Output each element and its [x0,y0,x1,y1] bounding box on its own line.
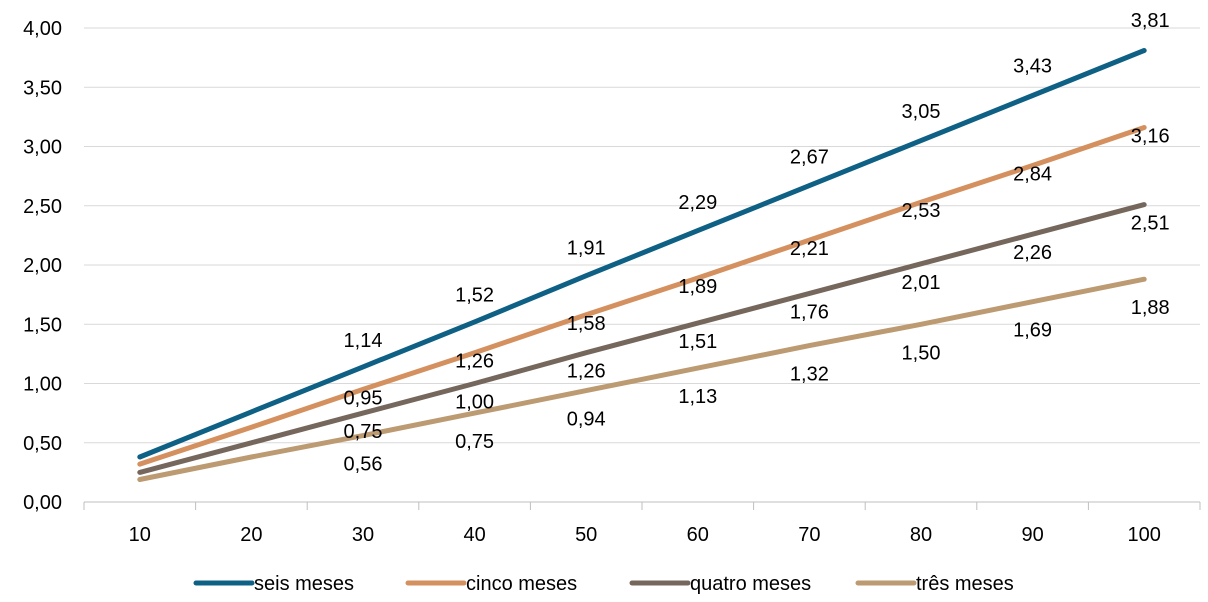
y-tick-label: 2,00 [23,255,62,277]
data-label: 3,81 [1131,10,1170,32]
legend-label: cinco meses [466,573,577,595]
data-label: 2,53 [902,200,941,222]
data-label: 1,88 [1131,297,1170,319]
gridlines [84,27,1200,503]
data-label: 0,75 [455,431,494,453]
legend-label: quatro meses [690,573,811,595]
data-label: 1,32 [790,364,829,386]
y-tick-label: 1,50 [23,314,62,336]
series-lines [137,48,1147,482]
data-labels: 1,14 1,52 1,91 2,29 2,67 3,05 3,43 3,81 0,95 1,26… [344,10,1170,476]
y-axis: 0,00 0,50 1,00 1,50 2,00 2,50 3,00 3,50 4,00 [23,18,62,514]
y-tick-label: 3,50 [23,77,62,99]
data-label: 2,84 [1013,163,1052,185]
data-label: 1,58 [567,313,606,335]
series-line-3 [137,276,1147,482]
data-label: 3,43 [1013,56,1052,78]
data-label: 0,95 [344,387,383,409]
x-tick-label: 10 [129,524,151,546]
x-tick-label: 80 [910,524,932,546]
data-label: 0,56 [344,454,383,476]
x-tick-label: 90 [1021,524,1043,546]
x-tick-label: 40 [463,524,485,546]
legend: seis meses cinco meses quatro meses três me… [193,573,1014,595]
data-label: 1,50 [902,342,941,364]
data-label: 1,89 [678,276,717,298]
data-label: 3,05 [902,101,941,123]
x-tick-label: 100 [1128,524,1161,546]
data-label: 2,01 [902,272,941,294]
data-label: 1,51 [678,331,717,353]
y-tick-label: 0,00 [23,492,62,514]
data-label: 1,52 [455,284,494,306]
x-tick-label: 30 [352,524,374,546]
series-line-0 [137,48,1147,460]
x-tick-label: 50 [575,524,597,546]
data-label: 1,91 [567,238,606,260]
data-label: 1,14 [344,330,383,352]
data-label: 1,69 [1013,320,1052,342]
y-tick-label: 3,00 [23,137,62,159]
y-tick-label: 2,50 [23,196,62,218]
data-label: 1,00 [455,392,494,414]
x-tick-label: 20 [240,524,262,546]
x-axis: 10 20 30 40 50 60 70 80 90 100 [83,502,1201,546]
y-tick-label: 0,50 [23,433,62,455]
data-label: 1,26 [455,351,494,373]
legend-label: seis meses [254,573,354,595]
data-label: 0,94 [567,409,606,431]
series-line-2 [137,202,1147,475]
x-tick-label: 60 [687,524,709,546]
data-label: 1,26 [567,361,606,383]
data-label: 2,21 [790,238,829,260]
y-tick-label: 1,00 [23,374,62,396]
data-label: 3,16 [1131,126,1170,148]
y-tick-label: 4,00 [23,18,62,40]
x-tick-label: 70 [798,524,820,546]
data-label: 0,75 [344,421,383,443]
data-label: 2,29 [678,192,717,214]
data-label: 1,76 [790,301,829,323]
data-label: 2,67 [790,147,829,169]
legend-label: três meses [916,573,1014,595]
data-label: 1,13 [678,386,717,408]
data-label: 2,26 [1013,242,1052,264]
series-line-1 [137,125,1147,467]
data-label: 2,51 [1131,213,1170,235]
